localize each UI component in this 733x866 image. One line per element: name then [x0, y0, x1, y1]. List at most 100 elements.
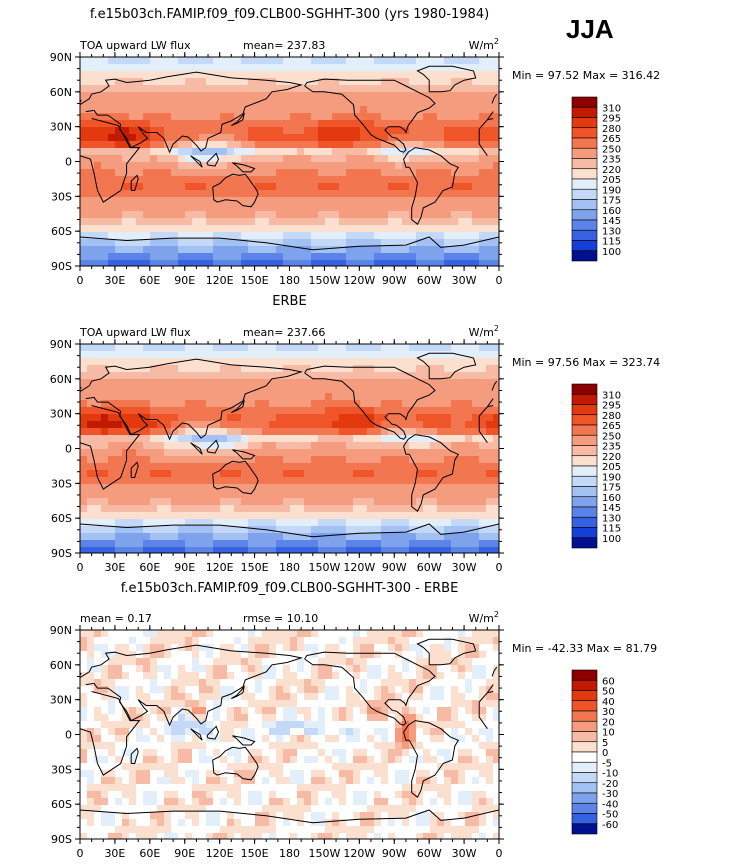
field-cell [115, 540, 123, 548]
field-cell [150, 449, 158, 457]
field-cell [423, 211, 431, 219]
field-cell [423, 651, 431, 659]
field-cell [115, 400, 123, 408]
field-cell [465, 700, 473, 708]
field-cell [346, 428, 354, 436]
field-cell [444, 99, 452, 107]
field-cell [458, 120, 466, 128]
field-cell [367, 365, 375, 373]
field-cell [87, 428, 95, 436]
field-cell [80, 721, 88, 729]
field-cell [374, 672, 382, 680]
field-cell [444, 57, 452, 65]
field-cell [241, 365, 249, 373]
field-cell [206, 491, 214, 499]
field-cell [262, 721, 270, 729]
field-cell [80, 484, 88, 492]
field-cell [493, 484, 499, 492]
field-cell [493, 456, 499, 464]
field-cell [367, 57, 375, 65]
field-cell [486, 57, 494, 65]
field-cell [493, 183, 499, 191]
field-cell [213, 470, 221, 478]
field-cell [304, 470, 312, 478]
field-cell [444, 78, 452, 86]
field-cell [374, 498, 382, 506]
field-cell [297, 721, 305, 729]
field-cell [451, 155, 459, 163]
field-cell [374, 379, 382, 387]
field-cell [332, 442, 340, 450]
field-cell [213, 456, 221, 464]
field-cell [129, 99, 137, 107]
field-cell [437, 120, 445, 128]
field-cell [402, 260, 410, 266]
field-cell [185, 162, 193, 170]
colorbar-label: 310 [602, 390, 621, 401]
field-cell [80, 463, 88, 471]
field-cell [213, 64, 221, 72]
coastline-4 [212, 173, 259, 208]
field-cell [388, 470, 396, 478]
field-cell [353, 477, 361, 485]
field-cell [395, 120, 403, 128]
field-cell [283, 57, 291, 65]
field-cell [101, 106, 109, 114]
colorbar-swatch [571, 445, 598, 457]
field-cell [451, 693, 459, 701]
field-cell [255, 630, 263, 638]
field-cell [157, 498, 165, 506]
field-cell [402, 176, 410, 184]
field-cell [122, 540, 130, 548]
field-cell [241, 162, 249, 170]
field-cell [325, 679, 333, 687]
field-cell [290, 134, 298, 142]
field-cell [276, 99, 284, 107]
field-cell [185, 526, 193, 534]
field-cell [409, 686, 417, 694]
field-cell [430, 162, 438, 170]
field-cell [297, 225, 305, 233]
field-cell [367, 351, 375, 359]
field-cell [192, 57, 200, 65]
field-cell [290, 99, 298, 107]
field-cell [360, 679, 368, 687]
field-cell [416, 644, 424, 652]
field-cell [143, 400, 151, 408]
field-cell [290, 232, 298, 240]
field-cell [367, 64, 375, 72]
field-cell [416, 218, 424, 226]
field-cell [101, 456, 109, 464]
field-cell [465, 113, 473, 121]
field-cell [332, 498, 340, 506]
field-cell [87, 630, 95, 638]
field-cell [290, 358, 298, 366]
field-cell [437, 232, 445, 240]
field-cell [318, 672, 326, 680]
field-cell [388, 665, 396, 673]
field-cell [395, 428, 403, 436]
field-cell [325, 358, 333, 366]
field-cell [241, 204, 249, 212]
field-cell [325, 449, 333, 457]
field-cell [94, 246, 102, 254]
field-cell [248, 505, 256, 513]
field-cell [129, 162, 137, 170]
field-cell [206, 533, 214, 541]
field-cell [248, 379, 256, 387]
field-cell [388, 197, 396, 205]
field-cell [108, 714, 116, 722]
field-cell [416, 92, 424, 100]
field-cell [346, 155, 354, 163]
field-cell [192, 176, 200, 184]
field-cell [213, 393, 221, 401]
field-cell [325, 414, 333, 422]
field-cell [269, 232, 277, 240]
field-cell [192, 218, 200, 226]
field-cell [332, 456, 340, 464]
field-cell [283, 672, 291, 680]
field-cell [409, 714, 417, 722]
field-cell [472, 162, 480, 170]
field-cell [143, 679, 151, 687]
field-cell [290, 169, 298, 177]
